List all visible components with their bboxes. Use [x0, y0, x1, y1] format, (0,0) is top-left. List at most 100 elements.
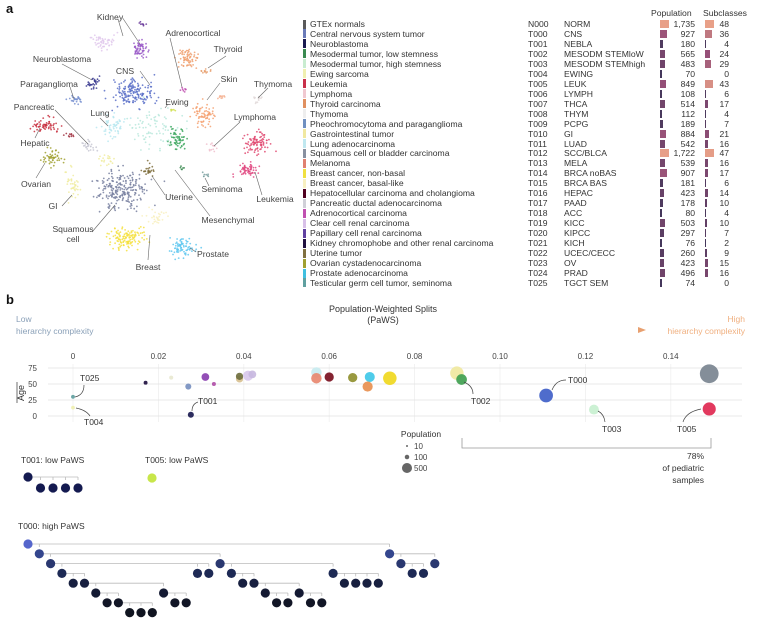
tsne-point: [207, 175, 210, 178]
tsne-point: [253, 97, 256, 100]
tsne-point: [106, 179, 109, 182]
tsne-point: [93, 34, 96, 37]
tsne-point: [265, 139, 268, 142]
tsne-point: [163, 116, 166, 118]
tsne-point: [255, 148, 257, 150]
tsne-point: [275, 150, 277, 153]
tsne-point: [121, 226, 124, 229]
tsne-point: [118, 195, 121, 198]
tsne-point: [240, 173, 243, 176]
tsne-point: [94, 41, 97, 44]
tsne-point: [104, 43, 107, 45]
tsne-point: [169, 141, 172, 144]
tsne-point: [167, 107, 169, 109]
bubble-point-t025: [71, 394, 75, 399]
tsne-point: [261, 132, 263, 135]
tsne-point: [146, 159, 149, 162]
tsne-point: [160, 211, 163, 214]
tsne-point: [104, 187, 107, 190]
y-tick-label: 25: [28, 396, 37, 405]
tsne-point: [148, 135, 151, 138]
tsne-point: [108, 233, 110, 235]
tsne-point: [140, 186, 143, 188]
tree-node: [113, 598, 123, 608]
tsne-point: [157, 113, 160, 116]
tsne-point: [123, 177, 126, 179]
tsne-point: [118, 232, 120, 235]
tsne-point: [204, 68, 207, 70]
bubble-point-t002: [456, 374, 467, 385]
tsne-point: [106, 232, 109, 235]
tsne-point: [112, 247, 114, 250]
tsne-point: [122, 237, 125, 240]
tsne-point: [203, 71, 206, 73]
tsne-point: [102, 39, 105, 42]
tsne-point: [138, 184, 140, 187]
tsne-point: [253, 151, 256, 154]
tree-node: [23, 472, 33, 482]
tsne-point: [131, 244, 133, 247]
tsne-point: [134, 231, 136, 234]
tsne-point: [143, 231, 145, 234]
tsne-point: [92, 38, 95, 41]
tsne-point: [180, 145, 183, 148]
tsne-point: [179, 57, 182, 60]
tsne-point: [139, 43, 141, 46]
tsne-point: [116, 193, 119, 196]
tsne-point: [136, 198, 139, 201]
tsne-point: [108, 204, 111, 207]
tsne-point: [108, 177, 110, 180]
tsne-point: [208, 148, 211, 151]
tsne-point: [130, 189, 132, 192]
tsne-point: [126, 208, 129, 211]
tsne-point: [134, 191, 137, 194]
tsne-point: [127, 246, 130, 249]
size-legend-marker: [406, 445, 408, 447]
low-complexity-label-line2: hierarchy complexity: [16, 326, 94, 336]
tsne-point: [124, 237, 126, 240]
tsne-point: [205, 173, 208, 176]
x-tick-label: 0.10: [492, 352, 508, 361]
tsne-point: [132, 173, 135, 176]
tsne-point: [148, 162, 151, 165]
tsne-point: [96, 42, 99, 45]
tsne-point: [111, 193, 114, 196]
tsne-point: [135, 182, 137, 185]
tsne-point: [185, 49, 188, 52]
tsne-point: [186, 52, 189, 54]
tsne-point: [155, 125, 158, 128]
tsne-point: [202, 71, 204, 74]
tsne-point: [111, 177, 114, 180]
tsne-point: [147, 131, 150, 134]
bracket-label-line3: samples: [672, 475, 704, 485]
tsne-point: [182, 57, 185, 59]
tsne-point: [113, 193, 115, 196]
size-legend-value: 500: [414, 464, 428, 473]
x-tick-label: 0.06: [321, 352, 337, 361]
tsne-point: [256, 130, 258, 133]
tsne-point: [110, 230, 113, 233]
tsne-point: [248, 172, 251, 175]
point-annotation-label: T003: [602, 424, 622, 434]
tsne-point: [110, 170, 113, 173]
tsne-point: [243, 168, 246, 171]
tsne-point: [195, 114, 198, 117]
tsne-point: [175, 136, 178, 138]
tsne-point: [141, 55, 143, 57]
tsne-point: [111, 191, 114, 194]
tree-node: [283, 598, 293, 608]
tsne-point: [134, 53, 136, 55]
tsne-point: [126, 117, 129, 120]
bracket-label-line2: of pediatric: [662, 463, 704, 473]
tsne-point: [253, 142, 256, 145]
tsne-point: [264, 146, 266, 149]
tsne-point: [183, 167, 186, 169]
tsne-point: [200, 120, 203, 123]
tsne-point: [131, 189, 134, 192]
point-annotation-label: T005: [677, 424, 697, 434]
tsne-point: [114, 234, 117, 237]
tsne-point: [191, 60, 194, 63]
tsne-cluster: [141, 206, 169, 225]
tsne-point: [134, 50, 137, 53]
tsne-point: [180, 139, 182, 142]
